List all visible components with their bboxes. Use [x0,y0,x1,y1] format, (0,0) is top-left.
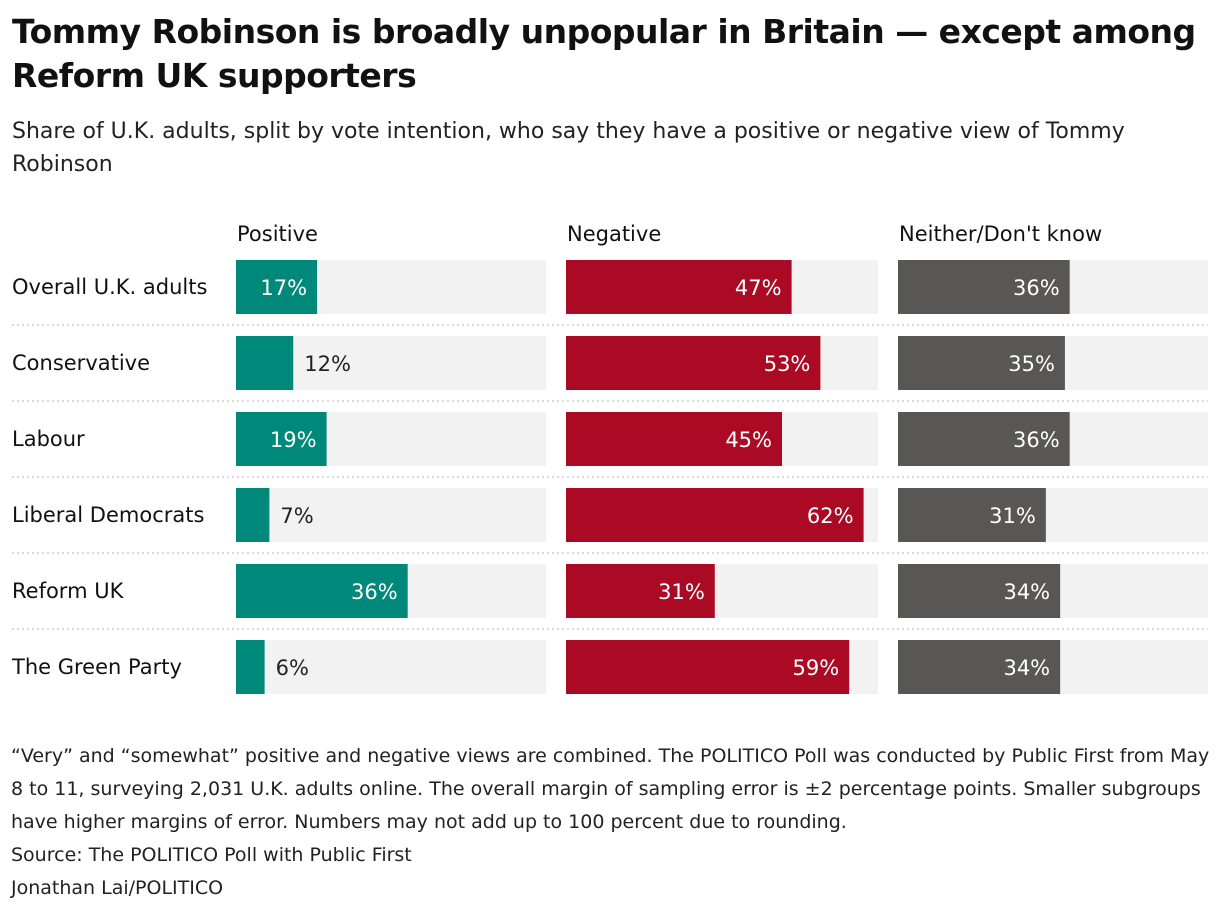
series-header: Positive [237,222,318,246]
data-label: 12% [304,352,351,376]
data-label: 36% [1013,428,1060,452]
series-header: Neither/Don't know [899,222,1102,246]
category-label: Liberal Democrats [12,503,204,527]
bar [898,260,1070,314]
bar [566,412,782,466]
bar [236,412,327,466]
credit-line: Jonathan Lai/POLITICO [11,877,224,899]
data-label: 31% [658,580,705,604]
bar [566,488,864,542]
bar [236,488,270,542]
data-label: 53% [764,352,811,376]
category-label: Reform UK [12,579,125,603]
bar [566,260,792,314]
series-header: Negative [567,222,661,246]
bar [898,336,1065,390]
bar-chart: Positive Negative Neither/Don't know Overal… [11,222,1208,694]
category-label: Labour [12,427,85,451]
data-label: 47% [735,276,782,300]
methodology-note: “Very” and “somewhat” positive and negat… [11,745,1210,833]
data-label: 45% [725,428,772,452]
bar-track [236,488,546,542]
bar [898,640,1061,694]
data-label: 17% [260,276,307,300]
data-label: 36% [1013,276,1060,300]
chart-subtitle: Share of U.K. adults, split by vote inte… [12,119,1125,177]
bar [898,488,1046,542]
data-label: 6% [276,656,309,680]
bar [898,412,1070,466]
bar [898,564,1061,618]
bar [566,640,850,694]
data-label: 34% [1003,656,1050,680]
bar [236,564,408,618]
data-label: 34% [1003,580,1050,604]
category-label: Conservative [12,351,150,375]
bar [566,564,715,618]
category-label: The Green Party [11,655,182,679]
bar [566,336,821,390]
chart-title: Tommy Robinson is broadly unpopular in B… [12,12,1196,95]
data-label: 35% [1008,352,1055,376]
data-label: 7% [280,504,313,528]
data-label: 59% [793,656,840,680]
data-label: 62% [807,504,854,528]
bar [236,260,318,314]
category-label: Overall U.K. adults [12,275,207,299]
chart-notes: “Very” and “somewhat” positive and negat… [11,740,1211,905]
bar-track [236,640,546,694]
data-label: 36% [351,580,398,604]
bar [236,640,265,694]
data-label: 19% [270,428,317,452]
bar [236,336,294,390]
data-label: 31% [989,504,1036,528]
source-line: Source: The POLITICO Poll with Public Fi… [11,844,412,866]
